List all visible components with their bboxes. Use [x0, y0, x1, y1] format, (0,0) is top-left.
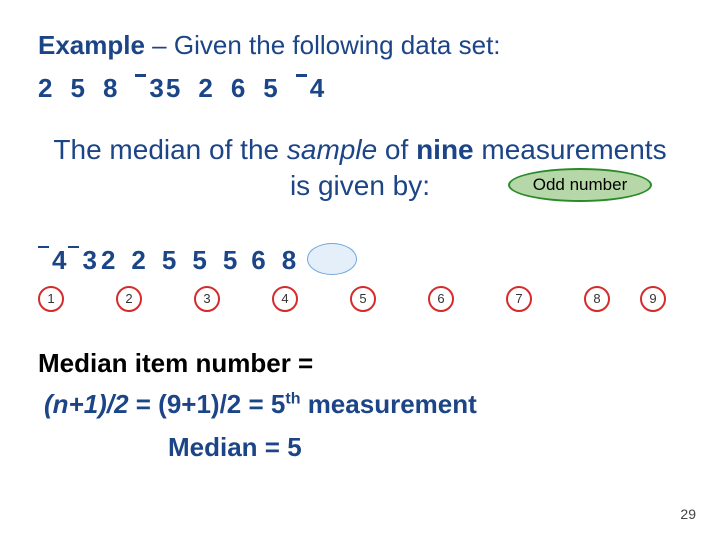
position-marker: 7 [506, 286, 532, 312]
formula-sup: th [285, 390, 300, 407]
position-marker: 5 [350, 286, 376, 312]
sorted-value: 5 [223, 245, 237, 276]
sorted-value: 5 [192, 245, 206, 276]
sorted-value: 2 [101, 245, 115, 276]
position-marker: 1 [38, 286, 64, 312]
heading-text: Given the following data set: [174, 30, 501, 60]
dataset-value: 3 [135, 73, 163, 104]
position-markers-row: 1 2 3 4 5 6 7 8 9 [38, 286, 682, 316]
dataset-value: 8 [103, 73, 117, 104]
position-marker: 3 [194, 286, 220, 312]
median-text-nine: nine [416, 134, 474, 165]
median-text-part2: of [377, 134, 416, 165]
sorted-value: 5 [162, 245, 176, 276]
median-sentence: The median of the sample of nine measure… [38, 132, 682, 205]
dataset-value: 2 [38, 73, 52, 104]
median-text-part1: The median of the [53, 134, 286, 165]
formula-fn: (n+1)/2 [44, 389, 129, 419]
median-text-part3: measurements [474, 134, 667, 165]
position-marker: 9 [640, 286, 666, 312]
sorted-value: 8 [282, 245, 296, 276]
median-result: Median = 5 [38, 432, 682, 463]
example-heading: Example – Given the following data set: [38, 30, 682, 61]
position-marker: 6 [428, 286, 454, 312]
median-item-label: Median item number = [38, 348, 682, 379]
dataset-value: 5 [263, 73, 277, 104]
odd-number-badge: Odd number [508, 168, 652, 202]
sorted-value: 2 [131, 245, 145, 276]
position-marker: 4 [272, 286, 298, 312]
median-formula: (n+1)/2 = (9+1)/2 = 5th measurement [38, 389, 682, 420]
dataset-value: 5 [166, 73, 180, 104]
dataset-value: 2 [198, 73, 212, 104]
dataset-value: 6 [231, 73, 245, 104]
sorted-value: 6 [251, 245, 265, 276]
median-text-part4: is given by: [290, 170, 430, 201]
formula-eq: = (9+1)/2 = 5 [129, 389, 286, 419]
sorted-dataset-row: 432255568 [38, 245, 682, 276]
raw-dataset-row: 258352654 [38, 73, 682, 104]
sorted-value: 4 [38, 245, 66, 276]
position-marker: 2 [116, 286, 142, 312]
example-label: Example [38, 30, 145, 60]
median-highlight-ellipse [307, 243, 357, 275]
formula-tail: measurement [300, 389, 476, 419]
sorted-value: 3 [68, 245, 96, 276]
dataset-value: 5 [70, 73, 84, 104]
dataset-value: 4 [296, 73, 324, 104]
heading-dash: – [145, 30, 174, 60]
position-marker: 8 [584, 286, 610, 312]
median-text-sample: sample [287, 134, 377, 165]
page-number: 29 [680, 506, 696, 522]
